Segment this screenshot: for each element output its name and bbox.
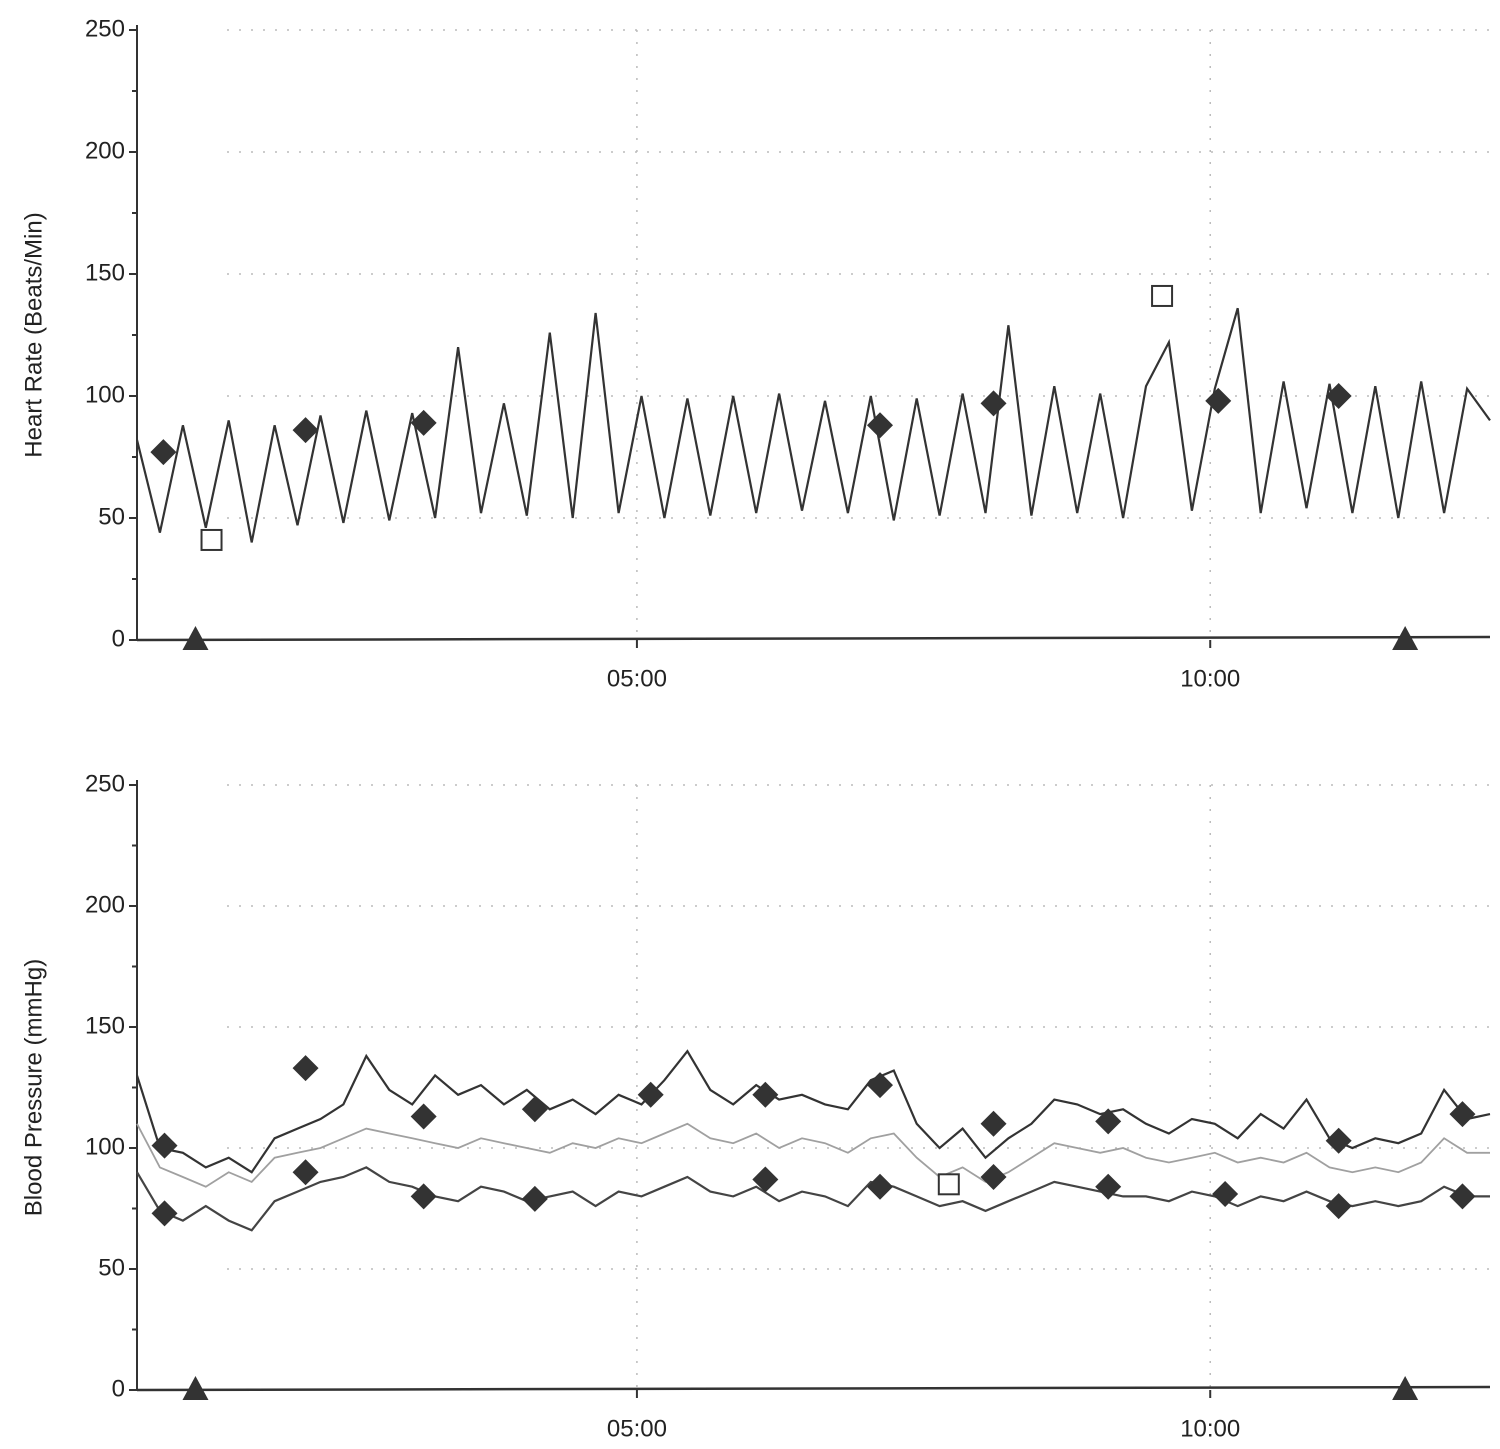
diamond-marker bbox=[1212, 1180, 1239, 1207]
diamond-marker bbox=[1325, 1127, 1352, 1154]
diamond-marker bbox=[1325, 383, 1352, 409]
diamond-marker bbox=[1095, 1173, 1122, 1200]
series-line bbox=[136, 1166, 1490, 1232]
diamond-marker bbox=[867, 1072, 894, 1099]
diamond-marker bbox=[151, 1132, 178, 1159]
diamond-marker bbox=[521, 1185, 548, 1212]
diamond-marker bbox=[980, 1110, 1007, 1137]
diamond-marker bbox=[980, 1164, 1007, 1191]
y-tick-label: 0 bbox=[112, 625, 125, 652]
y-axis-label: Blood Pressure (mmHg) bbox=[20, 959, 47, 1216]
y-tick-label: 150 bbox=[85, 1012, 125, 1039]
y-axis-label: Heart Rate (Beats/Min) bbox=[20, 212, 47, 457]
square-marker bbox=[937, 1173, 960, 1196]
y-tick-label: 100 bbox=[85, 381, 125, 408]
diamond-marker bbox=[151, 1200, 178, 1227]
diamond-marker bbox=[637, 1081, 664, 1108]
y-tick-label: 200 bbox=[85, 891, 125, 918]
y-tick-label: 250 bbox=[85, 15, 125, 42]
series-line bbox=[135, 307, 1491, 543]
x-tick-label: 05:00 bbox=[607, 1415, 667, 1442]
diamond-marker bbox=[292, 1055, 319, 1082]
y-tick-label: 50 bbox=[98, 503, 125, 530]
x-tick-label: 05:00 bbox=[607, 665, 667, 692]
y-tick-label: 250 bbox=[85, 770, 125, 797]
y-tick-label: 200 bbox=[85, 137, 125, 164]
square-marker bbox=[1151, 284, 1174, 307]
y-tick-label: 50 bbox=[98, 1254, 125, 1281]
diamond-marker bbox=[1205, 387, 1232, 414]
x-tick-label: 10:00 bbox=[1180, 665, 1240, 692]
diamond-marker bbox=[1449, 1183, 1476, 1210]
diamond-marker bbox=[1095, 1108, 1122, 1135]
x-tick-label: 10:00 bbox=[1180, 1415, 1240, 1442]
series-line bbox=[135, 1049, 1491, 1174]
diamond-marker bbox=[521, 1096, 548, 1123]
square-marker bbox=[200, 528, 223, 551]
diamond-marker bbox=[410, 409, 437, 436]
triangle-marker bbox=[182, 626, 209, 650]
diamond-marker bbox=[150, 439, 177, 466]
diamond-marker bbox=[410, 1103, 437, 1130]
diamond-marker bbox=[292, 1159, 319, 1186]
diamond-marker bbox=[1449, 1101, 1476, 1128]
diamond-marker bbox=[867, 1173, 894, 1200]
triangle-marker bbox=[182, 1376, 209, 1400]
x-axis bbox=[136, 635, 1491, 642]
diamond-marker bbox=[752, 1081, 779, 1108]
diamond-marker bbox=[1325, 1193, 1352, 1220]
y-tick-label: 0 bbox=[112, 1375, 125, 1402]
x-axis bbox=[136, 1385, 1491, 1392]
diamond-marker bbox=[410, 1183, 437, 1210]
y-tick-label: 100 bbox=[85, 1133, 125, 1160]
diamond-marker bbox=[867, 412, 894, 439]
y-tick-label: 150 bbox=[85, 259, 125, 286]
triangle-marker bbox=[1392, 1376, 1419, 1400]
diamond-marker bbox=[980, 390, 1007, 417]
diamond-marker bbox=[752, 1166, 779, 1193]
series-line bbox=[136, 1122, 1490, 1188]
diamond-marker bbox=[292, 417, 319, 444]
triangle-marker bbox=[1392, 626, 1419, 650]
